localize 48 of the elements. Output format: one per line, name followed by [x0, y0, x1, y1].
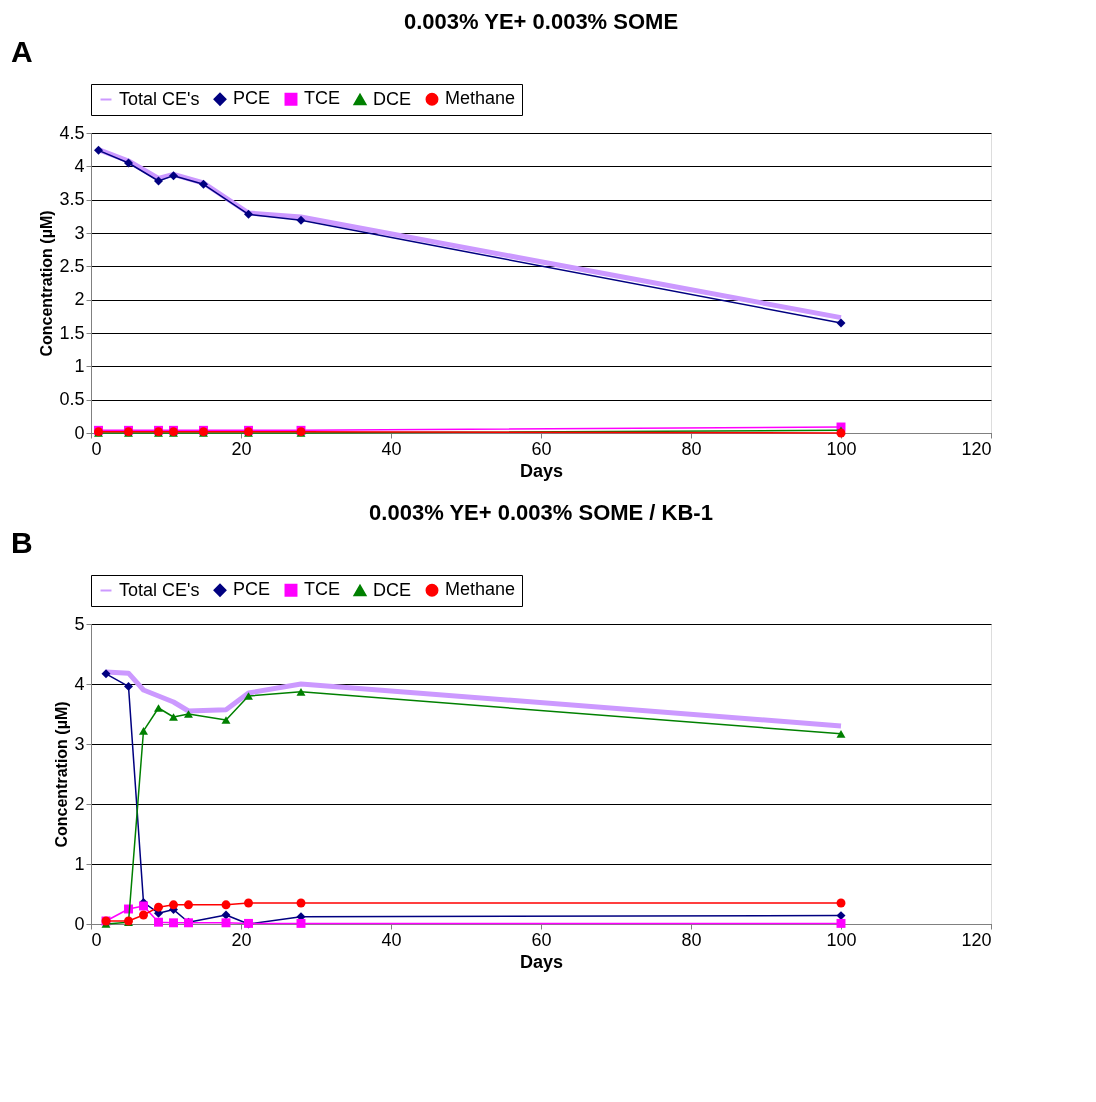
- legend-label: TCE: [304, 88, 340, 109]
- legend-label: Methane: [445, 579, 516, 600]
- y-tick-label: 0.5: [59, 389, 85, 410]
- y-tick-label: 4: [74, 155, 85, 176]
- legend-label: DCE: [373, 88, 412, 109]
- y-tick-label: 3: [74, 733, 85, 754]
- y-axis-title: Concentration (µM): [38, 210, 56, 357]
- x-axis-title: Days: [519, 460, 564, 481]
- x-tick-label: 20: [231, 929, 252, 950]
- x-tick-label: 80: [681, 438, 702, 459]
- y-tick-label: 1: [74, 853, 85, 874]
- y-tick-label: 2.5: [59, 255, 85, 276]
- y-tick-label: 1.5: [59, 322, 85, 343]
- x-tick-label: 60: [531, 929, 552, 950]
- y-tick-label: 4: [74, 673, 85, 694]
- x-tick-label: 20: [231, 438, 252, 459]
- x-axis-title: Days: [519, 951, 564, 972]
- y-tick-label: 0: [74, 913, 85, 934]
- x-tick-label: 0: [91, 929, 102, 950]
- text: B: [11, 526, 33, 559]
- x-tick-label: 80: [681, 929, 702, 950]
- y-tick-label: 5: [74, 613, 85, 634]
- y-tick-label: 2: [74, 793, 85, 814]
- chart-title: 0.003% YE+ 0.003% SOME / KB-1: [369, 500, 713, 525]
- legend-label: PCE: [233, 88, 271, 109]
- y-tick-label: 1: [74, 355, 85, 376]
- x-tick-label: 100: [826, 438, 857, 459]
- x-tick-label: 120: [961, 929, 992, 950]
- y-axis-title: Concentration (µM): [53, 701, 71, 848]
- x-tick-label: 40: [381, 929, 402, 950]
- chart-title: 0.003% YE+ 0.003% SOME: [403, 9, 679, 34]
- y-tick-label: 0: [74, 422, 85, 443]
- y-tick-label: 2: [74, 289, 85, 310]
- y-tick-label: 3: [74, 222, 85, 243]
- y-tick-label: 3.5: [59, 189, 85, 210]
- legend-label: Total CE's: [119, 579, 200, 600]
- legend-label: Total CE's: [119, 88, 200, 109]
- legend-label: Methane: [445, 88, 516, 109]
- legend-label: TCE: [304, 579, 340, 600]
- legend-label: PCE: [233, 579, 271, 600]
- text: A: [11, 35, 33, 68]
- x-tick-label: 40: [381, 438, 402, 459]
- x-tick-label: 60: [531, 438, 552, 459]
- legend-label: DCE: [373, 579, 412, 600]
- x-tick-label: 120: [961, 438, 992, 459]
- x-tick-label: 100: [826, 929, 857, 950]
- y-tick-label: 4.5: [59, 122, 85, 143]
- x-tick-label: 0: [91, 438, 102, 459]
